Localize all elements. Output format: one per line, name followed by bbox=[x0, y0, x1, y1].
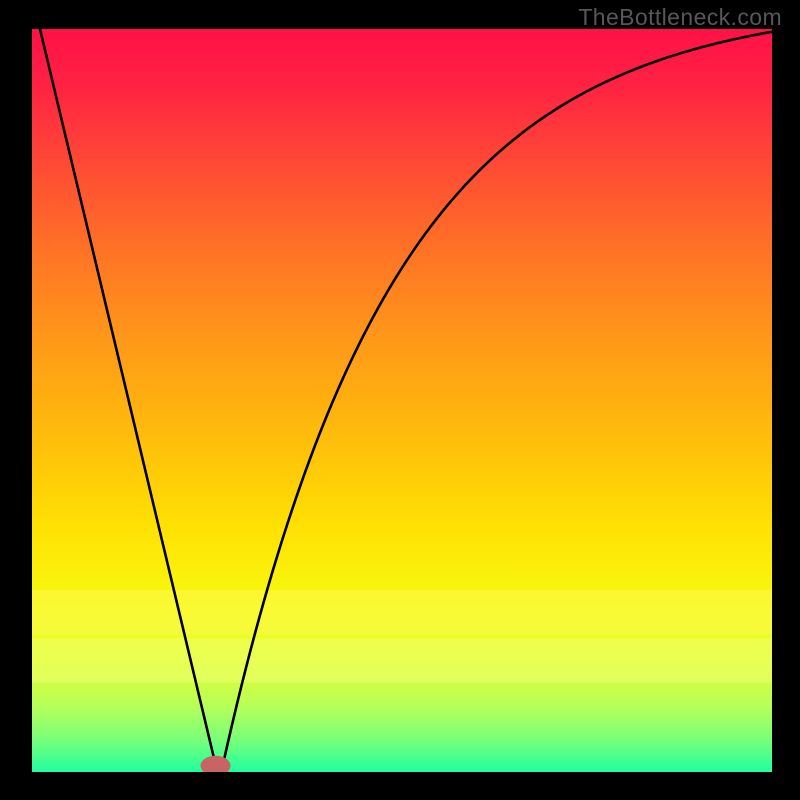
minimum-marker bbox=[201, 756, 231, 776]
gradient-band bbox=[32, 638, 772, 683]
watermark-text: TheBottleneck.com bbox=[578, 4, 782, 31]
chart-frame: TheBottleneck.com bbox=[0, 0, 800, 800]
bottleneck-chart bbox=[0, 0, 800, 800]
gradient-band bbox=[32, 590, 772, 635]
